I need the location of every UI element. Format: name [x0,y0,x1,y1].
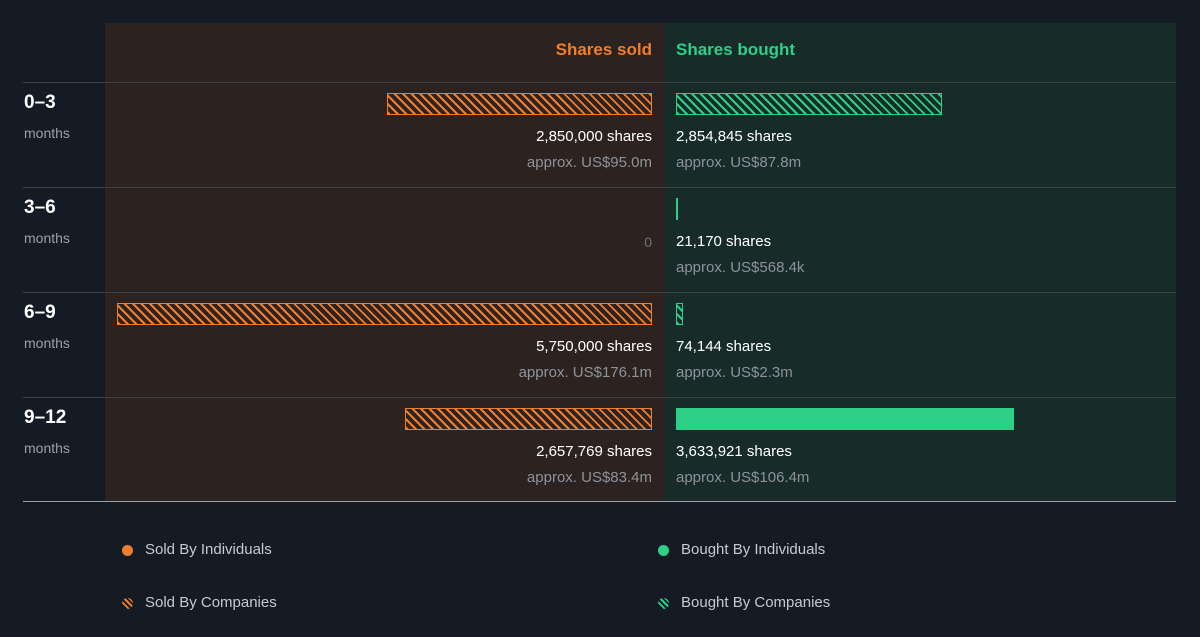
row-divider [23,187,1176,188]
shares-bought-header: Shares bought [676,40,796,59]
sold-value-label: approx. US$95.0m [526,154,652,171]
legend-label: Bought By Individuals [681,541,826,558]
period-unit: months [24,230,70,246]
sold-shares-label: 5,750,000 shares [536,338,652,355]
shares-sold-header: Shares sold [555,40,652,59]
bought-value-label: approx. US$2.3m [676,364,793,381]
chart-baseline [23,501,1176,502]
bought-shares-label: 3,633,921 shares [676,443,792,460]
bought-shares-label: 21,170 shares [676,233,772,250]
bought-value-label: approx. US$568.4k [676,259,805,276]
period-range: 6–9 [24,302,56,323]
sold-bar [405,408,652,430]
period-unit: months [24,125,70,141]
sold-value-label: approx. US$176.1m [518,364,652,381]
row-divider [23,397,1176,398]
legend-label: Sold By Individuals [145,541,272,558]
bought-individuals-swatch [658,544,669,556]
period-unit: months [24,440,70,456]
sold-shares-label: 2,850,000 shares [536,128,652,145]
sold-value-label: approx. US$83.4m [526,469,652,486]
legend-sold-individuals: Sold By Individuals [122,541,272,559]
sold-bar [387,93,652,115]
bought-shares-label: 74,144 shares [676,338,772,355]
bought-bar [676,93,942,115]
row-divider [23,82,1176,83]
legend-bought-individuals: Bought By Individuals [658,541,825,559]
period-label: 0–3 months [24,92,70,142]
bought-value-label: approx. US$87.8m [676,154,802,171]
sold-bar [117,303,652,325]
bought-bar [676,198,678,220]
legend-sold-companies: Sold By Companies [122,594,277,612]
bought-companies-swatch [658,597,669,609]
sold-individuals-swatch [122,544,133,556]
sold-shares-label: 2,657,769 shares [536,443,652,460]
sold-companies-swatch [122,597,133,609]
row-divider [23,292,1176,293]
bought-value-label: approx. US$106.4m [676,469,810,486]
period-range: 9–12 [24,407,67,428]
sold-zero-label: 0 [644,234,652,250]
legend-label: Sold By Companies [145,594,277,611]
period-range: 3–6 [24,197,56,218]
period-label: 3–6 months [24,197,70,247]
period-unit: months [24,335,70,351]
period-label: 9–12 months [24,407,70,457]
legend-bought-companies: Bought By Companies [658,594,830,612]
bought-shares-label: 2,854,845 shares [676,128,792,145]
legend-label: Bought By Companies [681,594,831,611]
period-label: 6–9 months [24,302,70,352]
bought-bar [676,303,683,325]
bought-bar [676,408,1014,430]
period-range: 0–3 [24,92,56,113]
